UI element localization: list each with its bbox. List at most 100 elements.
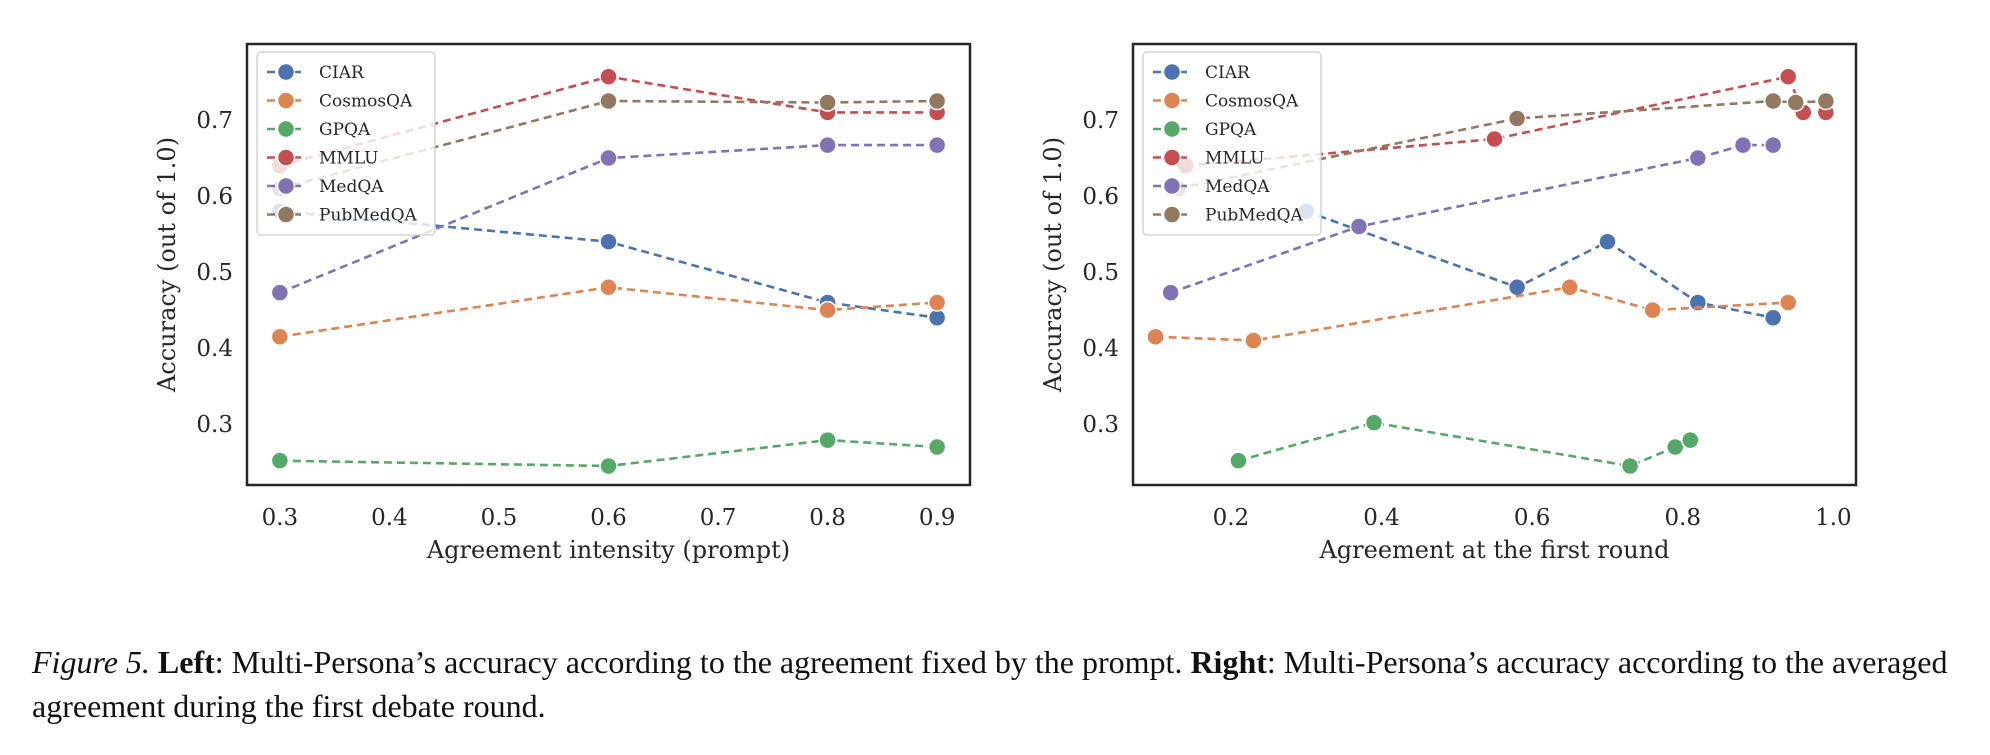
caption-right-text: : Multi-Persona’s accuracy according to … (32, 644, 1948, 724)
legend: CIAR CosmosQA GPQA MMLU MedQA PubMedQA (1142, 51, 1322, 236)
data-point (1666, 437, 1685, 457)
legend-marker (1162, 91, 1182, 110)
legend-label: CosmosQA (1205, 92, 1299, 112)
legend-marker (1162, 176, 1182, 196)
legend-marker (276, 62, 296, 82)
figure: 0.3 0.4 0.5 0.6 0.7 0.8 0.9 0.3 0.4 0.5 0.6 0.7 Agre… (153, 42, 1858, 564)
data-point (599, 456, 618, 476)
data-point (1733, 135, 1753, 155)
series-gpqa (1229, 413, 1700, 476)
x-axis-label: Agreement intensity (prompt) (426, 536, 790, 564)
x-tick-label: 0.3 (262, 505, 299, 531)
data-point (599, 91, 618, 111)
legend-entry: PubMedQA (1153, 205, 1304, 226)
legend: CIAR CosmosQA GPQA MMLU MedQA PubMedQA (256, 51, 436, 236)
x-tick-label: 0.2 (1213, 505, 1250, 531)
legend-label: MMLU (319, 149, 379, 169)
legend-entry: MMLU (1153, 148, 1265, 169)
y-tick-label: 0.4 (196, 336, 233, 362)
data-point (1244, 331, 1263, 350)
legend-marker (1162, 119, 1182, 139)
series-line (279, 438, 938, 468)
legend-entry: MedQA (1153, 176, 1270, 197)
legend-entry: PubMedQA (267, 205, 418, 226)
series-line (1238, 421, 1691, 468)
caption-left-text: : Multi-Persona’s accuracy according to … (214, 644, 1183, 680)
data-point (1763, 308, 1783, 327)
series-cosmosqa (270, 278, 947, 346)
data-point (818, 300, 837, 320)
legend-label: CIAR (1205, 63, 1251, 83)
legend-marker (276, 205, 296, 224)
legend-marker (276, 119, 296, 139)
series-line (1170, 143, 1774, 294)
data-point (927, 91, 947, 111)
x-tick-label: 0.9 (919, 505, 956, 531)
data-point (1688, 148, 1708, 168)
data-point (1598, 232, 1617, 251)
legend-marker (1162, 148, 1182, 167)
legend-frame (256, 51, 436, 236)
x-tick-label: 0.6 (590, 505, 627, 531)
y-axis-label: Accuracy (out of 1.0) (1039, 137, 1067, 393)
data-point (1349, 217, 1369, 236)
legend-label: PubMedQA (1205, 206, 1304, 226)
chart-right: 0.2 0.4 0.6 0.8 1.0 0.3 0.4 0.5 0.6 0.7 Agreement … (1039, 42, 1858, 564)
y-tick-label: 0.3 (1082, 412, 1119, 438)
legend-entry: MMLU (267, 148, 379, 169)
y-tick-label: 0.5 (1082, 260, 1119, 286)
data-point (927, 135, 947, 155)
y-tick-label: 0.3 (196, 412, 233, 438)
data-point (1364, 413, 1384, 432)
data-point (599, 67, 618, 86)
caption-figure-label: Figure 5. (32, 644, 150, 680)
legend-entry: GPQA (1153, 119, 1257, 140)
data-point (1620, 456, 1640, 476)
legend-label: CIAR (319, 63, 365, 83)
legend-entry: CosmosQA (1153, 91, 1299, 112)
legend-entry: MedQA (267, 176, 384, 197)
x-tick-label: 0.4 (1363, 505, 1400, 531)
plot-frame (1131, 42, 1858, 487)
legend-marker (276, 148, 296, 167)
data-point (270, 451, 290, 470)
data-point (818, 135, 837, 155)
data-point (599, 278, 618, 297)
data-point (1688, 293, 1708, 312)
y-tick-label: 0.7 (1082, 108, 1119, 134)
legend-entry: CosmosQA (267, 91, 413, 112)
data-point (1778, 67, 1798, 86)
series-line (279, 75, 938, 167)
data-point (1146, 327, 1165, 346)
x-tick-label: 0.8 (1664, 505, 1701, 531)
legend-label: GPQA (1205, 120, 1257, 140)
data-point (1507, 109, 1527, 128)
data-point (927, 437, 947, 457)
data-point (1485, 129, 1504, 149)
data-point (1816, 91, 1836, 111)
series-cosmosqa (1146, 278, 1798, 350)
data-point (270, 327, 290, 346)
legend-entry: GPQA (267, 119, 371, 140)
data-point (818, 93, 837, 112)
legend-marker (276, 91, 296, 110)
series-line (279, 143, 938, 294)
legend-label: MedQA (319, 177, 384, 197)
data-point (927, 308, 947, 327)
chart-left: 0.3 0.4 0.5 0.6 0.7 0.8 0.9 0.3 0.4 0.5 0.6 0.7 Agre… (153, 42, 972, 564)
caption-right-label: Right (1190, 644, 1267, 680)
x-axis-label: Agreement at the first round (1318, 536, 1669, 564)
y-tick-label: 0.7 (196, 108, 233, 134)
legend-label: MedQA (1205, 177, 1270, 197)
series-gpqa (270, 430, 947, 476)
figure-caption: Figure 5. Left: Multi-Persona’s accuracy… (32, 640, 1972, 728)
data-point (1778, 293, 1798, 312)
x-tick-label: 0.8 (809, 505, 846, 531)
series-line (279, 210, 938, 319)
data-point (1763, 91, 1783, 111)
x-tick-label: 0.6 (1514, 505, 1551, 531)
x-tick-label: 0.4 (371, 505, 408, 531)
y-tick-label: 0.6 (1082, 184, 1119, 210)
y-tick-label: 0.6 (196, 184, 233, 210)
data-point (1763, 135, 1783, 155)
